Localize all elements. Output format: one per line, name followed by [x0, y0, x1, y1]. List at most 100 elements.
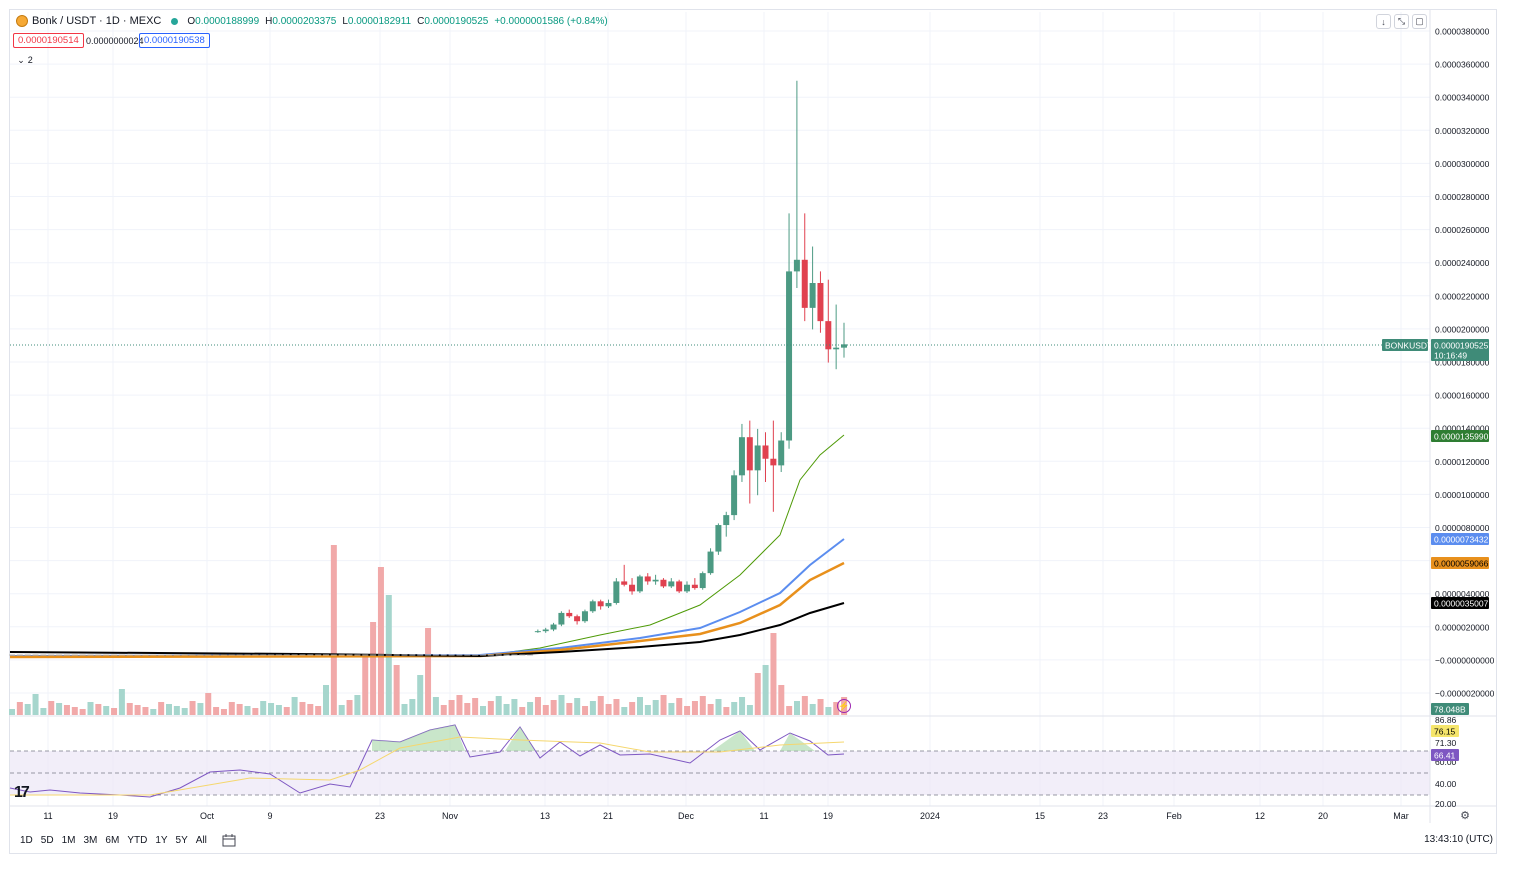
price-axis-label: −0.0000020000	[1435, 689, 1495, 699]
volume-bar	[566, 703, 573, 715]
candle-body	[621, 581, 628, 585]
price-axis-label: 0.0000340000	[1435, 93, 1490, 103]
sell-price-button[interactable]: 0.0000190514	[13, 33, 84, 48]
time-axis-label: Feb	[1166, 811, 1182, 821]
volume-bar	[260, 701, 267, 715]
gear-icon[interactable]: ⚙	[1460, 810, 1470, 822]
buy-price-button[interactable]: 0.0000190538	[139, 33, 210, 48]
volume-bar	[432, 697, 439, 715]
volume-bar	[495, 696, 502, 715]
volume-bar	[393, 665, 400, 715]
volume-bar	[126, 703, 133, 715]
price-change: +0.0000001586 (+0.84%)	[494, 15, 608, 27]
time-axis-label: 23	[1098, 811, 1108, 821]
candle-body	[691, 584, 698, 589]
volume-bar	[511, 699, 518, 715]
spread-value: 0.0000000024	[86, 36, 144, 46]
period-button-all[interactable]: All	[195, 834, 207, 846]
clock-display[interactable]: 13:43:10 (UTC)	[1424, 834, 1493, 845]
period-button-1y[interactable]: 1Y	[155, 834, 168, 846]
price-axis-label: 0.0000180000	[1435, 358, 1490, 368]
candle-body	[801, 259, 808, 308]
rsi-overbought-fill	[712, 731, 815, 751]
volume-bar	[794, 701, 800, 715]
volume-bar	[770, 633, 777, 715]
expand-button[interactable]: ⤡	[1394, 14, 1409, 29]
countdown-tag: 10:16:49	[1431, 349, 1489, 361]
indicators-collapse-button[interactable]: ⌄ 2	[17, 54, 33, 66]
axes: 0.0000380000 0.0000360000 0.0000340000 0.00…	[10, 10, 1496, 823]
candle-body	[644, 576, 651, 582]
tradingview-logo[interactable]: 17	[14, 784, 30, 801]
volume-bar	[118, 689, 125, 715]
volume-bar	[684, 706, 691, 715]
ma50-tag-text: 0.0000073432	[1434, 535, 1489, 545]
volume-bar	[448, 700, 455, 715]
grid	[10, 12, 1430, 806]
rsi-axis-label: 40.00	[1435, 779, 1457, 789]
volume-bar	[574, 698, 581, 715]
time-axis-label: 19	[108, 811, 118, 821]
volume-bar	[809, 704, 816, 715]
price-axis-label: 0.0000100000	[1435, 490, 1490, 500]
candle-body	[676, 581, 683, 592]
time-axis-label: 11	[759, 811, 768, 821]
time-axis-label: 9	[267, 811, 272, 821]
volume-bar	[236, 704, 243, 715]
price-axis-label: 0.0000080000	[1435, 523, 1490, 533]
period-button-6m[interactable]: 6M	[105, 834, 120, 846]
volume-bar	[63, 705, 70, 715]
volume-bar	[786, 706, 793, 715]
date-range-button[interactable]	[221, 833, 237, 847]
rsi-overbought-fill	[372, 725, 465, 751]
candle-body	[652, 579, 659, 582]
volume-bar	[346, 700, 353, 715]
volume-bar	[323, 685, 329, 715]
chevron-down-icon: ⌄	[17, 54, 25, 65]
volume-bar	[817, 699, 824, 715]
period-button-5y[interactable]: 5Y	[175, 834, 188, 846]
price-axis-label: 0.0000220000	[1435, 291, 1490, 301]
price-axis-label: 0.0000380000	[1435, 27, 1490, 37]
volume-bar	[699, 696, 706, 715]
volume-bar	[731, 702, 738, 715]
time-axis-label: 20	[1318, 811, 1328, 821]
period-button-5d[interactable]: 5D	[40, 834, 54, 846]
volume-bar	[56, 703, 63, 715]
volume-bar	[291, 697, 298, 715]
window-controls: ↓ ⤡ ▢	[1376, 14, 1427, 29]
countdown-tag-bg	[1431, 349, 1489, 361]
candle-body	[613, 581, 620, 603]
candle-body	[746, 437, 753, 471]
volume-bar	[158, 702, 165, 715]
price-axis-label: 0.0000260000	[1435, 225, 1490, 235]
volume-bar	[778, 685, 785, 715]
candle-body	[754, 445, 761, 471]
volume-bar	[550, 700, 557, 715]
lightning-icon[interactable]: ⚡	[837, 699, 851, 713]
fullscreen-button[interactable]: ▢	[1412, 14, 1427, 29]
price-axis-label: 0.0000040000	[1435, 589, 1490, 599]
candle-body	[723, 515, 730, 526]
period-button-1d[interactable]: 1D	[20, 834, 33, 846]
ma200-tag-text: 0.0000035007	[1434, 599, 1489, 609]
period-button-ytd[interactable]: YTD	[127, 834, 148, 846]
price-axis-label: 0.0000320000	[1435, 126, 1490, 136]
price-axis-label: 0.0000360000	[1435, 60, 1490, 70]
volume-bar	[801, 696, 808, 715]
down-arrow-button[interactable]: ↓	[1376, 14, 1391, 29]
chart-frame	[9, 9, 1497, 854]
volume-bar	[228, 702, 235, 715]
rsi-axis-label: 60.00	[1435, 757, 1457, 767]
volume-bar	[189, 701, 196, 715]
candle-body	[534, 631, 541, 633]
period-button-1m[interactable]: 1M	[61, 834, 76, 846]
time-axis-label: 11	[43, 811, 52, 821]
rsi-tag: 66.41	[1431, 749, 1459, 761]
volume-bar	[707, 704, 714, 715]
symbol-title[interactable]: Bonk / USDT · 1D · MEXC	[32, 15, 162, 27]
volume-bar	[409, 699, 416, 715]
period-button-3m[interactable]: 3M	[83, 834, 98, 846]
